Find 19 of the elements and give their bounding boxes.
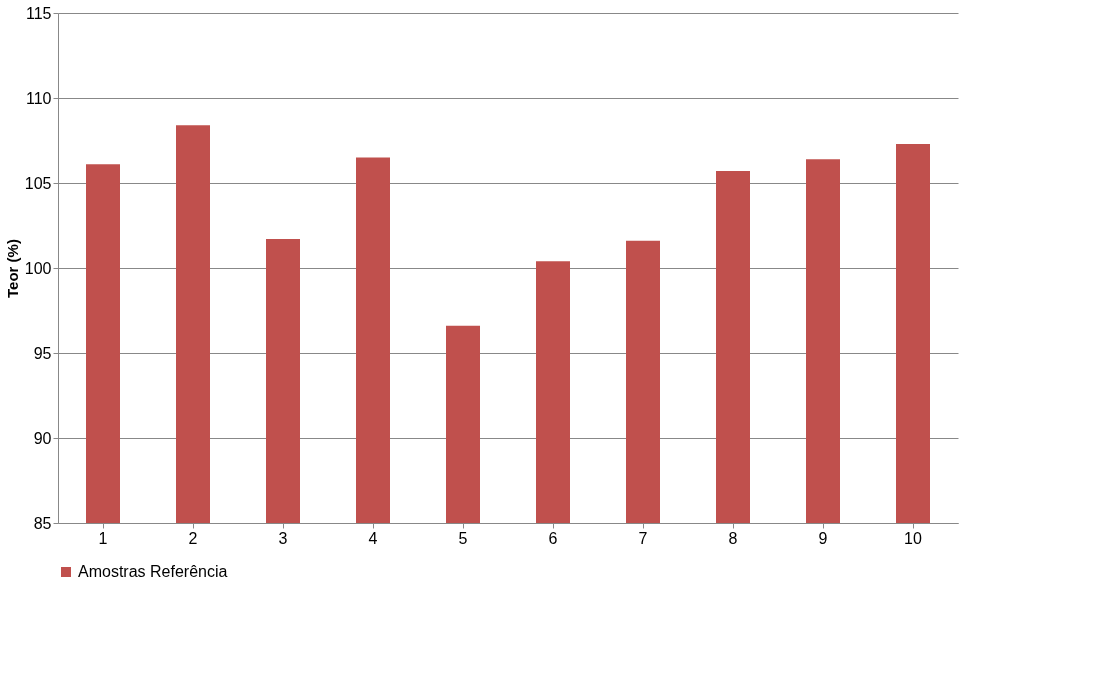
x-tick-label: 5: [458, 529, 468, 547]
x-tick-label: 4: [368, 529, 378, 547]
x-tick-label: 6: [548, 529, 558, 547]
y-tick-label: 115: [25, 4, 52, 22]
y-tick-label: 105: [24, 174, 52, 192]
y-tick-label: 100: [24, 259, 52, 277]
x-tick-label: 10: [904, 529, 922, 547]
x-tick-label: 2: [188, 529, 198, 547]
y-tick-label: 110: [25, 89, 52, 107]
x-tick-label: 7: [638, 529, 648, 547]
y-tick-label: 85: [33, 514, 52, 532]
y-axis-title: Teor (%): [3, 239, 21, 298]
x-tick-label: 3: [278, 529, 288, 547]
x-tick-label: 8: [728, 529, 738, 547]
y-tick-label: 90: [33, 429, 52, 447]
x-tick-label: 9: [818, 529, 828, 547]
legend-label: Amostras Referência: [78, 563, 228, 580]
y-tick-label: 95: [33, 344, 52, 362]
x-tick-label: 1: [98, 529, 108, 547]
